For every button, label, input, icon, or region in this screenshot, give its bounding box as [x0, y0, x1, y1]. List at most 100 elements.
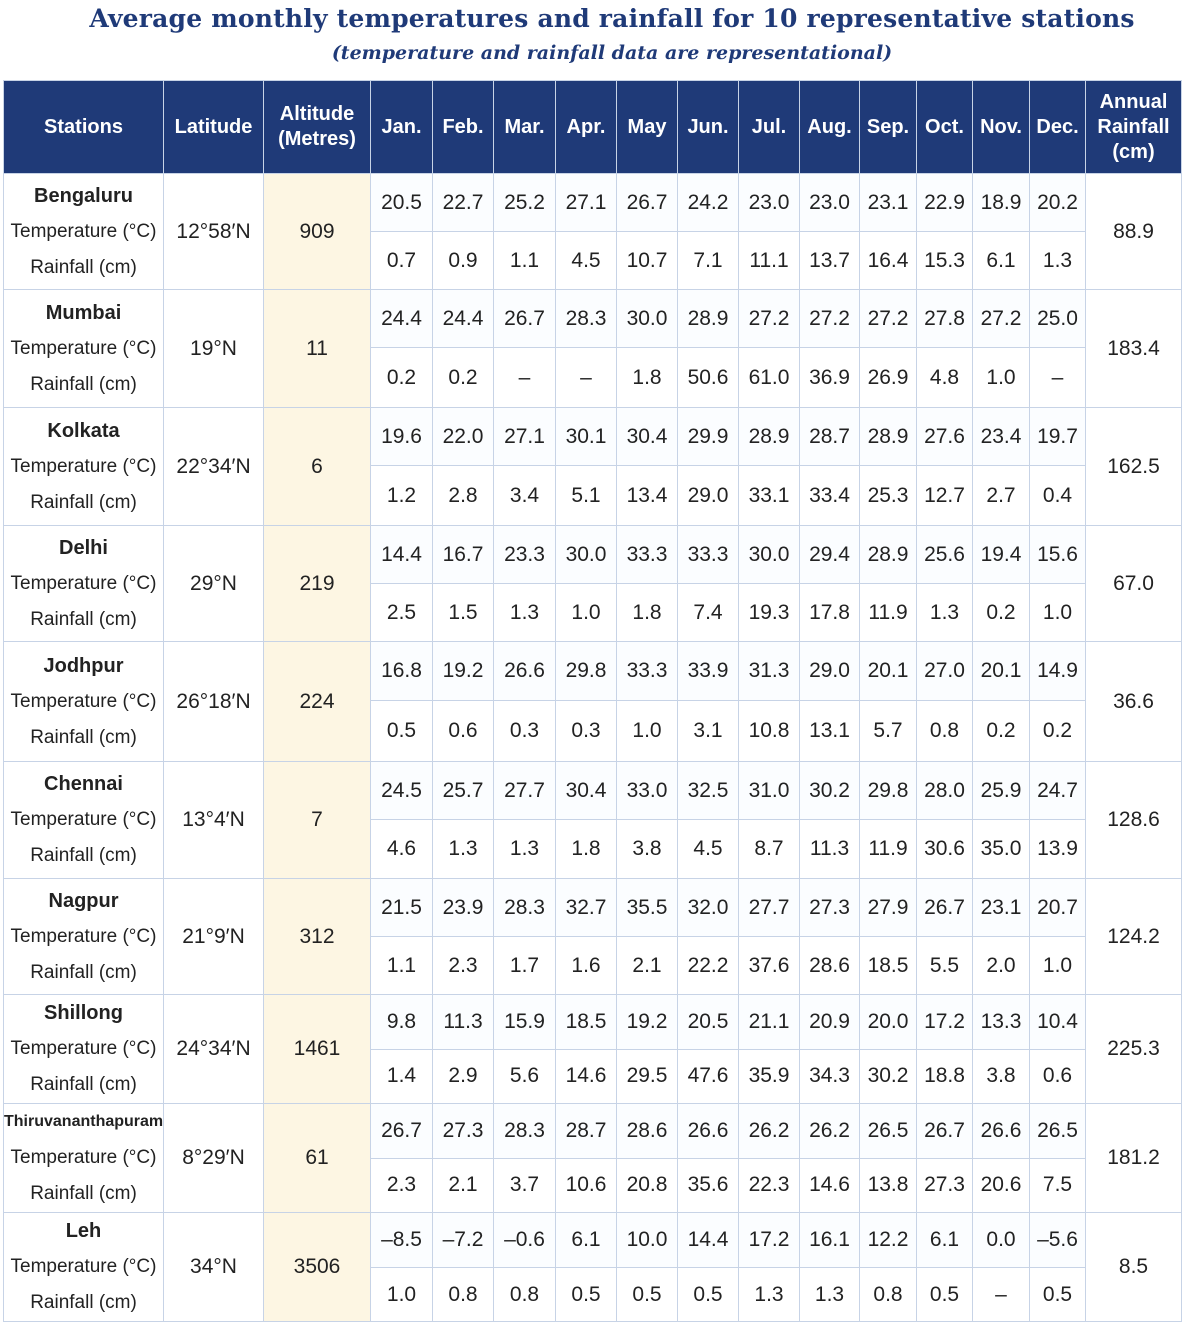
rainfall-value: 0.9 — [432, 231, 494, 290]
rainfall-value: 34.3 — [799, 1048, 860, 1104]
climate-table: Stations Latitude Altitude (Metres) Jan.… — [3, 80, 1182, 1322]
station-name: Chennai — [44, 773, 123, 795]
temperature-value: 27.8 — [916, 289, 973, 348]
temperature-value: 26.2 — [799, 1103, 860, 1159]
temperature-value: 29.4 — [799, 525, 860, 584]
rainfall-value: 1.0 — [616, 700, 678, 762]
temperature-value: 24.5 — [370, 761, 433, 820]
annual-rainfall-cell: 183.4 — [1085, 289, 1182, 408]
altitude-cell: 909 — [263, 173, 371, 290]
temperature-value: 10.0 — [616, 1211, 678, 1269]
rainfall-value: 0.2 — [972, 583, 1030, 642]
temperature-value: 30.0 — [555, 525, 617, 584]
rainfall-value: 2.5 — [370, 583, 433, 642]
latitude-cell: 24°34′N — [163, 994, 264, 1104]
rainfall-value: 7.4 — [677, 583, 739, 642]
rainfall-value: 6.1 — [972, 231, 1030, 290]
temperature-value: 33.3 — [616, 525, 678, 584]
rainfall-label: Rainfall (cm) — [30, 256, 137, 278]
rainfall-label: Rainfall (cm) — [30, 726, 137, 748]
temperature-value: 24.2 — [677, 173, 739, 232]
header-row: Stations Latitude Altitude (Metres) Jan.… — [3, 80, 1182, 174]
rainfall-value: – — [493, 347, 556, 408]
rainfall-value: 1.0 — [555, 583, 617, 642]
temperature-value: 27.3 — [799, 878, 860, 937]
rainfall-value: – — [1029, 347, 1086, 408]
temperature-value: 33.0 — [616, 761, 678, 820]
temperature-value: 9.8 — [370, 994, 433, 1050]
rainfall-value: 13.1 — [799, 700, 860, 762]
rainfall-value: 0.8 — [916, 700, 973, 762]
rainfall-value: 0.8 — [432, 1267, 494, 1322]
temperature-value: 19.2 — [432, 641, 494, 701]
rainfall-value: 5.1 — [555, 465, 617, 526]
temperature-value: 27.0 — [916, 641, 973, 701]
table-row: 1.2 2.8 3.4 5.1 13.4 29.0 33.1 33.4 25.3 12.7 2.7 0… — [4, 465, 1182, 526]
temperature-value: –8.5 — [370, 1211, 433, 1269]
rainfall-value: 2.7 — [972, 465, 1030, 526]
altitude-cell: 6 — [263, 407, 371, 526]
temperature-label: Temperature (°C) — [10, 220, 157, 242]
rainfall-value: 3.8 — [616, 819, 678, 879]
table-row: Kolkata Temperature (°C) Rainfall (cm) 22°3… — [3, 407, 1182, 526]
rainfall-value: 2.3 — [432, 936, 494, 995]
temperature-value: 30.2 — [799, 761, 860, 820]
station-cell: Kolkata Temperature (°C) Rainfall (cm) — [3, 407, 164, 526]
temperature-value: 28.9 — [677, 289, 739, 348]
rainfall-value: 22.3 — [738, 1157, 800, 1213]
rainfall-value: 30.6 — [916, 819, 973, 879]
rainfall-value: 4.8 — [916, 347, 973, 408]
rainfall-value: 22.2 — [677, 936, 739, 995]
rainfall-value: 1.7 — [493, 936, 556, 995]
table-row: 1.1 2.3 1.7 1.6 2.1 22.2 37.6 28.6 18.5 5.5 2.0 1.0 — [4, 936, 1182, 995]
temperature-value: 24.7 — [1029, 761, 1086, 820]
temperature-value: 14.9 — [1029, 641, 1086, 701]
temperature-value: 14.4 — [677, 1211, 739, 1269]
rainfall-value: 1.1 — [370, 936, 433, 995]
temperature-value: 20.7 — [1029, 878, 1086, 937]
rainfall-value: 35.9 — [738, 1048, 800, 1104]
latitude-cell: 8°29′N — [163, 1103, 264, 1213]
header-annual-rainfall: Annual Rainfall (cm) — [1085, 80, 1182, 174]
rainfall-value: 0.6 — [432, 700, 494, 762]
table-row: 1.4 2.9 5.6 14.6 29.5 47.6 35.9 34.3 30.2 18.8 3.8… — [4, 1048, 1182, 1104]
station-cell: Thiruvananthapuram Temperature (°C) Rainfa… — [3, 1103, 164, 1213]
temperature-value: 10.4 — [1029, 994, 1086, 1050]
rainfall-value: 0.5 — [916, 1267, 973, 1322]
temperature-value: 29.9 — [677, 407, 739, 466]
temperature-value: 30.4 — [555, 761, 617, 820]
rainfall-value: 3.8 — [972, 1048, 1030, 1104]
rainfall-value: 1.4 — [370, 1048, 433, 1104]
rainfall-value: 16.4 — [859, 231, 917, 290]
temperature-value: 11.3 — [432, 994, 494, 1050]
temperature-value: 24.4 — [432, 289, 494, 348]
temperature-value: 30.0 — [616, 289, 678, 348]
temperature-value: 19.7 — [1029, 407, 1086, 466]
temperature-value: 28.0 — [916, 761, 973, 820]
rainfall-value: 33.1 — [738, 465, 800, 526]
rainfall-value: 11.9 — [859, 583, 917, 642]
temperature-label: Temperature (°C) — [10, 690, 157, 712]
rainfall-value: 1.3 — [432, 819, 494, 879]
temperature-value: 18.9 — [972, 173, 1030, 232]
rainfall-value: 50.6 — [677, 347, 739, 408]
altitude-cell: 3506 — [263, 1212, 371, 1322]
table-row: Shillong Temperature (°C) Rainfall (cm) 24°… — [3, 994, 1182, 1104]
rainfall-value: 11.3 — [799, 819, 860, 879]
rainfall-value: 1.3 — [738, 1267, 800, 1322]
temperature-value: 28.3 — [493, 1103, 556, 1159]
rainfall-value: 8.7 — [738, 819, 800, 879]
temperature-value: 17.2 — [738, 1211, 800, 1269]
rainfall-value: 18.8 — [916, 1048, 973, 1104]
station-cell: Chennai Temperature (°C) Rainfall (cm) — [3, 761, 164, 879]
rainfall-value: 5.7 — [859, 700, 917, 762]
header-month: Dec. — [1029, 80, 1086, 174]
station-name: Shillong — [44, 1002, 123, 1024]
table-row: 0.5 0.6 0.3 0.3 1.0 3.1 10.8 13.1 5.7 0.8 0.2 0.2 — [4, 700, 1182, 762]
page-subtitle: (temperature and rainfall data are repre… — [331, 42, 893, 64]
station-cell: Bengaluru Temperature (°C) Rainfall (cm) — [3, 173, 164, 290]
rainfall-value: 35.0 — [972, 819, 1030, 879]
temperature-value: 26.5 — [859, 1103, 917, 1159]
temperature-value: 20.0 — [859, 994, 917, 1050]
temperature-label: Temperature (°C) — [10, 1147, 157, 1168]
